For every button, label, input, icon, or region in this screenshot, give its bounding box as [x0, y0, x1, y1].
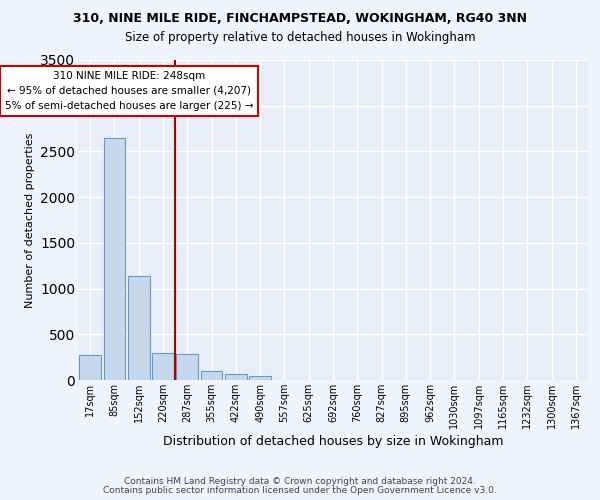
Bar — [79, 356, 101, 380]
Text: Size of property relative to detached houses in Wokingham: Size of property relative to detached ho… — [125, 31, 475, 44]
Bar — [249, 376, 271, 380]
X-axis label: Distribution of detached houses by size in Wokingham: Distribution of detached houses by size … — [163, 435, 503, 448]
Bar — [200, 371, 223, 380]
Text: Contains public sector information licensed under the Open Government Licence v3: Contains public sector information licen… — [103, 486, 497, 495]
Bar — [152, 354, 174, 380]
Bar — [128, 276, 149, 380]
Bar — [225, 374, 247, 380]
Bar — [104, 138, 125, 380]
Text: 310, NINE MILE RIDE, FINCHAMPSTEAD, WOKINGHAM, RG40 3NN: 310, NINE MILE RIDE, FINCHAMPSTEAD, WOKI… — [73, 12, 527, 24]
Y-axis label: Number of detached properties: Number of detached properties — [25, 132, 35, 308]
Text: Contains HM Land Registry data © Crown copyright and database right 2024.: Contains HM Land Registry data © Crown c… — [124, 477, 476, 486]
Text: 310 NINE MILE RIDE: 248sqm
← 95% of detached houses are smaller (4,207)
5% of se: 310 NINE MILE RIDE: 248sqm ← 95% of deta… — [5, 71, 253, 110]
Bar — [176, 354, 198, 380]
